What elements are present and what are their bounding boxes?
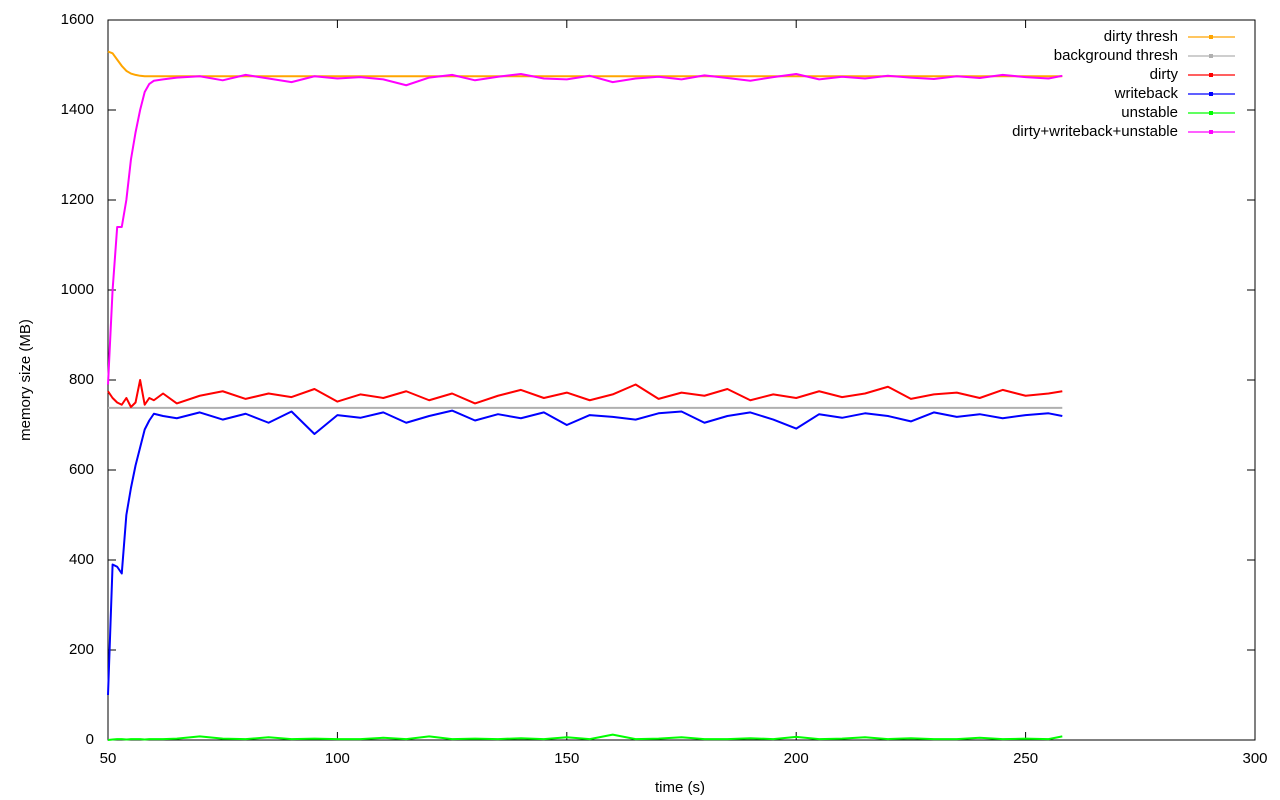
x-tick-label: 250 — [1013, 750, 1038, 767]
y-tick-label: 600 — [69, 461, 94, 478]
y-tick-label: 400 — [69, 551, 94, 568]
legend-label: dirty — [1150, 66, 1179, 83]
x-tick-label: 300 — [1242, 750, 1267, 767]
y-tick-label: 1400 — [61, 101, 94, 118]
x-tick-label: 50 — [100, 750, 117, 767]
legend-marker — [1209, 54, 1213, 58]
legend-marker — [1209, 35, 1213, 39]
series-line — [107, 379, 1063, 408]
y-tick-label: 1200 — [61, 191, 94, 208]
x-axis-label: time (s) — [655, 779, 705, 796]
y-axis-label: memory size (MB) — [17, 319, 34, 441]
legend-marker — [1209, 111, 1213, 115]
x-tick-label: 150 — [554, 750, 579, 767]
series-line — [107, 733, 1063, 741]
legend-label: dirty+writeback+unstable — [1012, 123, 1178, 140]
series-line — [107, 409, 1063, 696]
series-line — [107, 50, 1063, 78]
y-tick-label: 800 — [69, 371, 94, 388]
legend-marker — [1209, 92, 1213, 96]
legend-marker — [1209, 73, 1213, 77]
y-tick-label: 1000 — [61, 281, 94, 298]
legend-label: dirty thresh — [1104, 28, 1178, 45]
legend-marker — [1209, 130, 1213, 134]
x-tick-label: 100 — [325, 750, 350, 767]
y-tick-label: 1600 — [61, 11, 94, 28]
legend-label: writeback — [1114, 85, 1179, 102]
y-tick-label: 200 — [69, 641, 94, 658]
series-line — [107, 73, 1063, 385]
legend-label: background thresh — [1054, 47, 1178, 64]
x-tick-label: 200 — [784, 750, 809, 767]
legend-label: unstable — [1121, 104, 1178, 121]
y-tick-label: 0 — [86, 731, 94, 748]
